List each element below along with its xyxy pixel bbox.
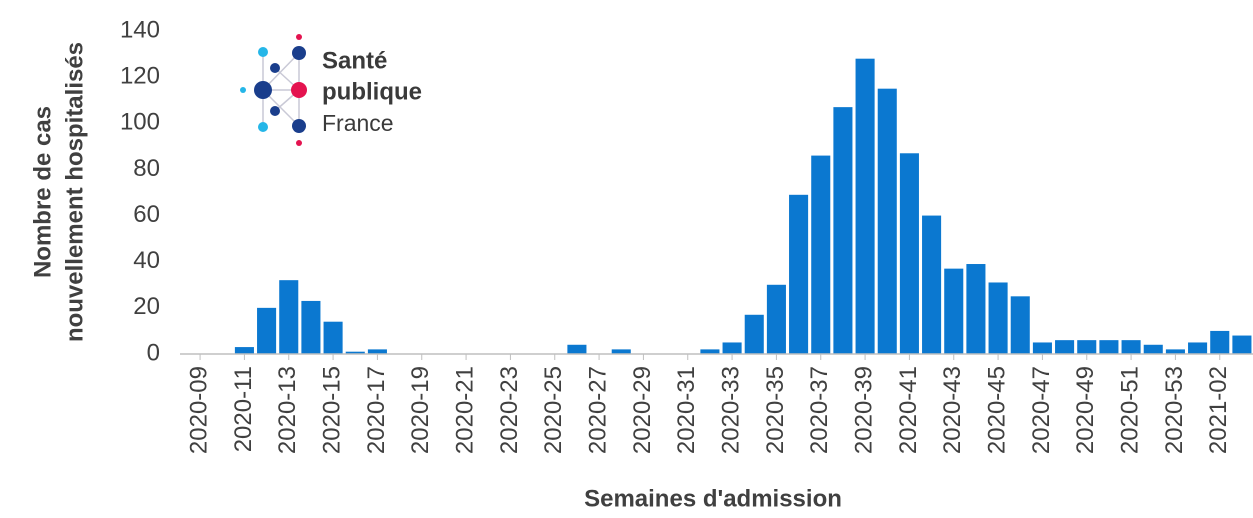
logo-text: France xyxy=(322,110,394,136)
bar xyxy=(899,153,919,354)
x-axis-title: Semaines d'admission xyxy=(584,485,842,512)
bar xyxy=(1143,344,1163,354)
y-tick-label: 100 xyxy=(120,109,160,136)
x-tick-label: 2020-41 xyxy=(895,366,922,454)
bar xyxy=(323,321,343,354)
bar xyxy=(1055,340,1075,354)
x-tick-label: 2020-29 xyxy=(629,366,656,454)
bar xyxy=(1099,340,1119,354)
bar xyxy=(944,268,964,354)
bar xyxy=(766,284,786,354)
bar xyxy=(1165,349,1185,354)
bar xyxy=(611,349,631,354)
x-tick-label: 2020-13 xyxy=(274,366,301,454)
bar xyxy=(1032,342,1052,354)
bar xyxy=(257,307,277,354)
y-tick-label: 20 xyxy=(133,293,160,320)
bar xyxy=(877,88,897,354)
x-tick-label: 2020-25 xyxy=(540,366,567,454)
bar xyxy=(1210,330,1230,354)
x-tick-label: 2020-27 xyxy=(584,366,611,454)
x-tick-label: 2020-35 xyxy=(762,366,789,454)
y-tick-label: 60 xyxy=(133,201,160,228)
x-tick-label: 2020-17 xyxy=(363,366,390,454)
bar xyxy=(1077,340,1097,354)
y-tick-label: 120 xyxy=(120,62,160,89)
bar xyxy=(833,107,853,354)
bar xyxy=(922,215,942,354)
x-tick-label: 2021-02 xyxy=(1205,366,1232,454)
y-axis-title: nouvellement hospitalisés xyxy=(61,42,88,342)
logo-text: Santé xyxy=(322,47,387,74)
x-tick-label: 2020-45 xyxy=(983,366,1010,454)
x-tick-label: 2020-37 xyxy=(806,366,833,454)
bar xyxy=(567,344,587,354)
y-tick-label: 0 xyxy=(147,339,160,366)
x-tick-label: 2020-15 xyxy=(318,366,345,454)
x-tick-label: 2020-39 xyxy=(850,366,877,454)
x-tick-label: 2020-23 xyxy=(496,366,523,454)
logo-text: publique xyxy=(322,78,422,105)
x-tick-label: 2020-09 xyxy=(185,366,212,454)
bar xyxy=(855,58,875,354)
bar xyxy=(811,155,831,354)
bar xyxy=(1188,342,1208,354)
bar xyxy=(1010,296,1030,354)
x-tick-label: 2020-31 xyxy=(673,366,700,454)
bar xyxy=(789,194,809,354)
bar xyxy=(279,280,299,354)
x-tick-label: 2020-51 xyxy=(1116,366,1143,454)
bar xyxy=(988,282,1008,354)
x-tick-label: 2020-53 xyxy=(1161,366,1188,454)
x-tick-label: 2020-43 xyxy=(939,366,966,454)
bar xyxy=(345,351,365,354)
bar xyxy=(744,314,764,354)
bar xyxy=(1232,335,1252,354)
x-tick-label: 2020-21 xyxy=(451,366,478,454)
y-tick-label: 140 xyxy=(120,16,160,43)
y-tick-label: 80 xyxy=(133,155,160,182)
y-tick-label: 40 xyxy=(133,247,160,274)
x-tick-label: 2020-49 xyxy=(1072,366,1099,454)
logo: Santé publique France xyxy=(240,34,422,146)
bar xyxy=(966,264,986,354)
bar xyxy=(234,347,254,354)
x-tick-label: 2020-33 xyxy=(717,366,744,454)
x-tick-label: 2020-19 xyxy=(407,366,434,454)
x-tick-label: 2020-47 xyxy=(1028,366,1055,454)
bar xyxy=(367,349,387,354)
bar xyxy=(301,300,321,354)
bar xyxy=(700,349,720,354)
bar xyxy=(1121,340,1141,354)
bar xyxy=(722,342,742,354)
y-axis-title: Nombre de cas xyxy=(29,106,56,278)
x-tick-label: 2020-11 xyxy=(230,366,257,452)
